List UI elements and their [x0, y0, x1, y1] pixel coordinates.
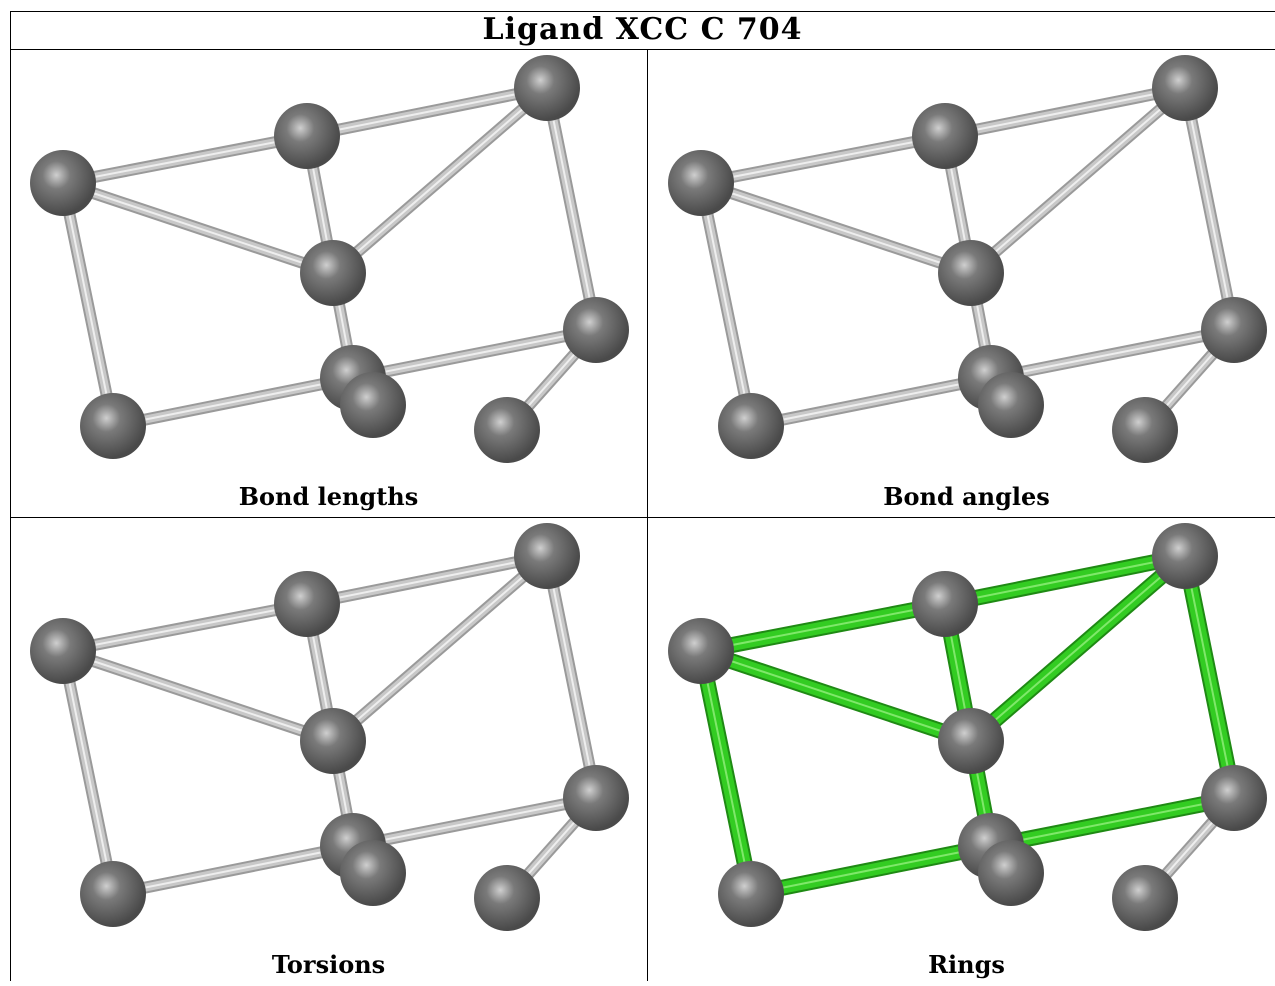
atom — [274, 103, 340, 169]
molecule-view-torsions — [30, 523, 629, 931]
atom — [1112, 397, 1178, 463]
bond-highlight — [750, 377, 992, 427]
bond-highlight — [1184, 555, 1235, 799]
panel-bond-angles: Bond angles — [648, 50, 1275, 518]
atom — [978, 840, 1044, 906]
bond-highlight — [332, 87, 548, 274]
atom — [668, 618, 734, 684]
bond-highlight — [306, 87, 548, 137]
atom — [938, 240, 1004, 306]
atom — [1201, 297, 1267, 363]
border-title-bottom — [10, 49, 1275, 50]
bond-highlight — [332, 555, 548, 742]
atom — [30, 150, 96, 216]
bond-highlight — [990, 797, 1235, 847]
panel-bond-lengths: Bond lengths — [10, 50, 647, 518]
bond-highlight — [700, 650, 972, 742]
bond-highlight — [970, 555, 1186, 742]
panel-torsions: Torsions — [10, 518, 647, 986]
bond-highlight — [112, 845, 354, 895]
atom — [80, 861, 146, 927]
bond-highlight — [700, 603, 946, 652]
panel-rings: Rings — [648, 518, 1275, 986]
atom — [718, 861, 784, 927]
bond-highlight — [546, 555, 597, 799]
panel-caption: Rings — [928, 950, 1005, 979]
atom — [474, 397, 540, 463]
atom — [912, 571, 978, 637]
border-left — [10, 11, 11, 981]
border-center — [647, 49, 648, 981]
atom — [514, 55, 580, 121]
atom — [80, 393, 146, 459]
atom — [300, 240, 366, 306]
atom — [1152, 523, 1218, 589]
atom — [1152, 55, 1218, 121]
atom — [718, 393, 784, 459]
atom — [912, 103, 978, 169]
bond-highlight — [62, 650, 334, 742]
atom — [668, 150, 734, 216]
atom — [340, 840, 406, 906]
atom — [300, 708, 366, 774]
bond-highlight — [62, 650, 114, 895]
bond-highlight — [1184, 87, 1235, 331]
atom — [514, 523, 580, 589]
bond-highlight — [62, 182, 334, 274]
atom — [978, 372, 1044, 438]
bond-highlight — [112, 377, 354, 427]
panel-caption: Torsions — [271, 950, 386, 979]
atom — [340, 372, 406, 438]
molecule-view-bond-angles — [668, 55, 1267, 463]
atom — [274, 571, 340, 637]
bond-highlight — [306, 555, 548, 605]
border-row-divider — [10, 517, 1275, 518]
bond-highlight — [944, 87, 1186, 137]
figure-title: Ligand XCC C 704 — [482, 12, 803, 47]
atom — [1112, 865, 1178, 931]
bond-highlight — [546, 87, 597, 331]
atom — [938, 708, 1004, 774]
bond-highlight — [700, 182, 752, 427]
atom — [563, 765, 629, 831]
molecule-view-rings — [668, 523, 1267, 931]
bond-highlight — [352, 329, 597, 379]
atom — [474, 865, 540, 931]
bond-highlight — [970, 87, 1186, 274]
bond-highlight — [700, 650, 752, 895]
bond-highlight — [352, 797, 597, 847]
bond-highlight — [944, 555, 1186, 605]
bond-highlight — [990, 329, 1235, 379]
bond-highlight — [62, 182, 114, 427]
panel-caption: Bond lengths — [238, 482, 419, 511]
atom — [1201, 765, 1267, 831]
bond-highlight — [700, 135, 946, 184]
atom — [563, 297, 629, 363]
bond-highlight — [62, 135, 308, 184]
bond-highlight — [700, 182, 972, 274]
panel-caption: Bond angles — [883, 482, 1050, 511]
bond-highlight — [62, 603, 308, 652]
molecule-view-bond-lengths — [30, 55, 629, 463]
bond-highlight — [750, 845, 992, 895]
border-top — [10, 11, 1275, 12]
atom — [30, 618, 96, 684]
